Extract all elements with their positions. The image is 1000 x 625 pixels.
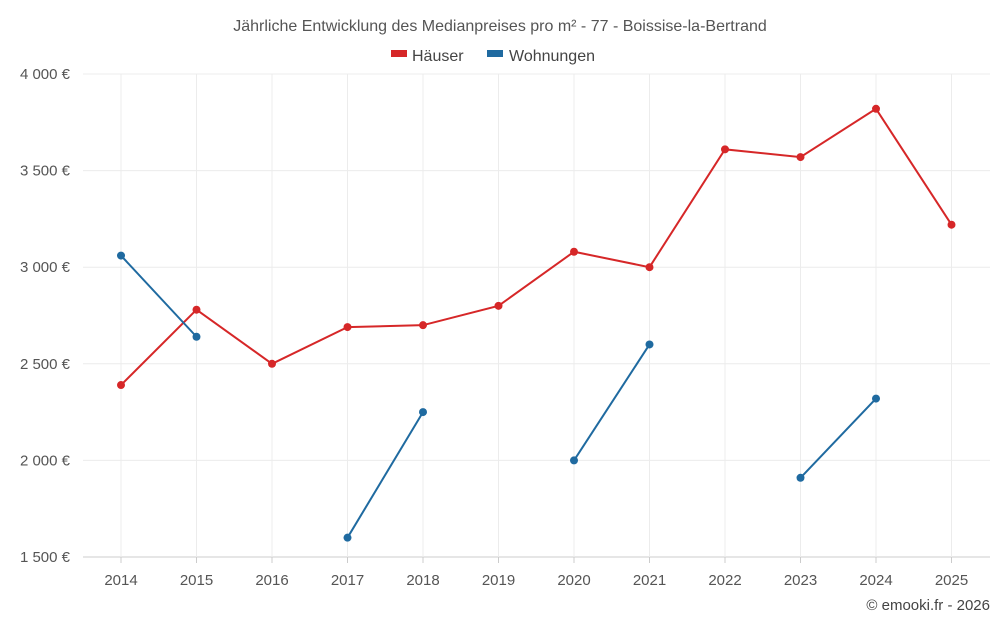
data-point-haeuser[interactable] — [796, 153, 805, 162]
data-point-haeuser[interactable] — [947, 220, 956, 229]
legend-label-wohnungen[interactable]: Wohnungen — [509, 48, 595, 65]
x-tick-label: 2019 — [482, 572, 515, 589]
data-point-haeuser[interactable] — [645, 263, 654, 272]
data-point-wohnungen[interactable] — [192, 332, 201, 341]
y-axis: 1 500 € 2 000 € 2 500 € 3 000 € 3 500 € 4 000… — [20, 66, 71, 566]
grid — [83, 73, 990, 558]
data-point-wohnungen[interactable] — [570, 456, 578, 465]
series-line-wohnungen — [573, 343, 651, 461]
data-point-wohnungen[interactable] — [419, 408, 427, 417]
x-tick-label: 2018 — [406, 572, 439, 589]
data-point-wohnungen[interactable] — [343, 533, 352, 542]
series-line-haeuser — [120, 107, 953, 386]
x-tick-label: 2017 — [331, 572, 364, 589]
legend-swatch-wohnungen — [487, 50, 503, 57]
data-point-wohnungen[interactable] — [796, 473, 805, 482]
data-point-wohnungen[interactable] — [645, 340, 654, 349]
legend-label-haeuser[interactable]: Häuser — [412, 48, 464, 65]
data-point-haeuser[interactable] — [268, 359, 276, 368]
data-point-haeuser[interactable] — [192, 305, 201, 314]
chart-title: Jährliche Entwicklung des Medianpreises … — [233, 18, 767, 35]
data-point-wohnungen[interactable] — [872, 394, 880, 403]
y-tick-label: 2 000 € — [20, 452, 71, 469]
series-line-wohnungen — [120, 254, 198, 338]
data-point-haeuser[interactable] — [117, 381, 125, 390]
data-point-haeuser[interactable] — [570, 247, 578, 256]
series-line-wohnungen — [346, 411, 424, 539]
y-tick-label: 1 500 € — [20, 549, 71, 566]
y-tick-label: 4 000 € — [20, 66, 71, 83]
data-point-haeuser[interactable] — [721, 145, 729, 154]
x-axis: 2014 2015 2016 2017 2018 2019 2020 2021 2022 2023… — [104, 557, 968, 589]
legend-swatch-haeuser — [391, 50, 407, 57]
y-tick-label: 3 000 € — [20, 259, 71, 276]
series-lines — [120, 107, 953, 539]
y-tick-label: 3 500 € — [20, 163, 71, 180]
x-tick-label: 2024 — [859, 572, 892, 589]
series-line-wohnungen — [799, 397, 877, 479]
y-tick-label: 2 500 € — [20, 356, 71, 373]
data-point-haeuser[interactable] — [343, 323, 352, 332]
data-point-haeuser[interactable] — [872, 104, 880, 113]
credit-text: © emooki.fr - 2026 — [866, 597, 990, 614]
data-point-wohnungen[interactable] — [117, 251, 125, 260]
x-tick-label: 2021 — [633, 572, 666, 589]
x-tick-label: 2020 — [557, 572, 590, 589]
data-point-haeuser[interactable] — [494, 301, 503, 310]
legend: Häuser Wohnungen — [391, 48, 595, 65]
x-tick-label: 2016 — [255, 572, 288, 589]
x-tick-label: 2022 — [708, 572, 741, 589]
x-tick-label: 2014 — [104, 572, 137, 589]
x-tick-label: 2015 — [180, 572, 213, 589]
series-points — [117, 104, 956, 542]
x-tick-label: 2025 — [935, 572, 968, 589]
data-point-haeuser[interactable] — [419, 321, 427, 330]
x-tick-label: 2023 — [784, 572, 817, 589]
